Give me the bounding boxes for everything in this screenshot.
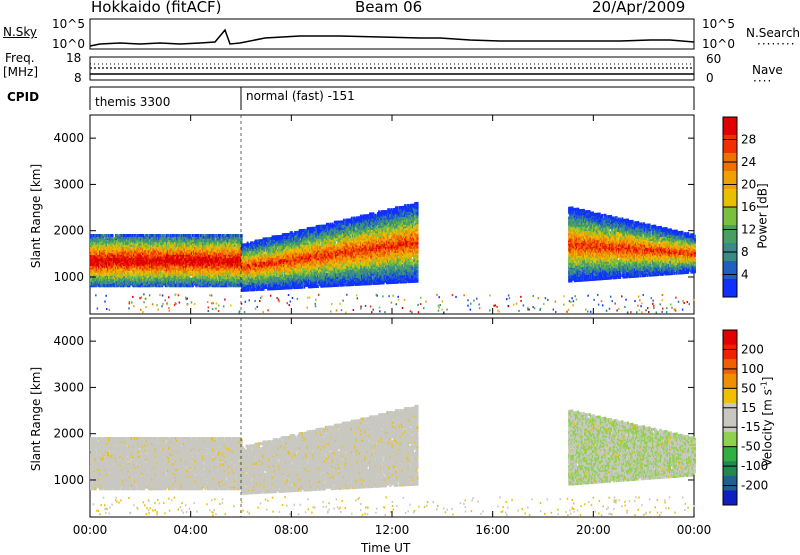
station-title: Hokkaido (fitACF) [91,0,222,15]
y-tick-label: 3000 [53,380,84,394]
colorbar-tick-label: 4 [741,268,749,282]
power-y-axis-label: Slant Range [km] [30,164,42,268]
power-panel: 1000 2000 3000 4000 [53,115,695,314]
x-tick-label: 00:00 [677,523,712,537]
nsky-right-tick-top: 10^5 [702,18,735,30]
colorbar-cell [723,388,737,403]
y-tick-label: 3000 [53,177,84,191]
x-tick-label: 12:00 [375,523,410,537]
x-tick-label: 04:00 [173,523,208,537]
colorbar-cell [723,476,737,491]
colorbar-tick-label: -200 [741,479,768,493]
nsky-trace [90,30,694,46]
velocity-y-axis-label: Slant Range [km] [30,367,42,471]
nsky-tick-bottom: 10^0 [52,38,85,50]
colorbar-tick-label: 12 [741,223,756,237]
colorbar-tick-label: 20 [741,178,756,192]
freq-label: Freq. [5,52,35,64]
colorbar-cell [723,345,737,360]
echo-region [90,437,243,490]
nsky-right-tick-bottom: 10^0 [702,38,735,50]
colorbar-cell [723,279,737,298]
y-tick-label: 4000 [53,334,84,348]
nave-line-icon: ···· [753,75,772,87]
velocity-panel: 1000 2000 3000 4000 00:00 04:00 08:00 12:00 16:0… [53,318,711,537]
cpid-mode-1: themis 3300 [95,96,170,108]
colorbar-tick-label: -50 [741,440,761,454]
colorbar-tick-label: 100 [741,362,764,376]
colorbar-tick-label: 24 [741,155,756,169]
freq-panel [90,57,694,80]
colorbar-cell [723,225,737,244]
colorbar-tick-label: 200 [741,342,764,356]
colorbar-tick-label: 28 [741,133,756,147]
colorbar-cell [723,447,737,462]
freq-unit: [MHz] [3,66,38,78]
colorbar-cell [723,418,737,433]
colorbar-tick-label: 16 [741,200,756,214]
colorbar-tick-label: 8 [741,245,749,259]
y-tick-label: 1000 [53,270,84,284]
colorbar-cell [723,432,737,447]
colorbar-tick-label: 15 [741,401,756,415]
y-tick-label: 2000 [53,224,84,238]
cpid-mode-2: normal (fast) -151 [246,90,355,102]
colorbar-cell [723,359,737,374]
x-tick-label: 00:00 [73,523,108,537]
colorbar-cell [723,117,737,136]
x-tick-label: 08:00 [274,523,309,537]
freq-tick-bottom: 8 [74,72,82,84]
x-tick-label: 20:00 [576,523,611,537]
colorbar-cell [723,330,737,345]
y-tick-label: 4000 [53,131,84,145]
date-label: 20/Apr/2009 [592,0,685,15]
colorbar-cell [723,171,737,190]
freq-tick-top: 18 [66,52,81,64]
colorbar-tick-label: -15 [741,420,761,434]
velocity-colorbar-label: Velocity [m s-1] [761,377,774,467]
y-tick-label: 1000 [53,473,84,487]
power-colorbar-label: Power [dB] [757,183,769,248]
colorbar-cell [723,189,737,208]
cpid-panel [90,87,694,110]
cpid-label: CPID [7,91,39,103]
nsky-label: N.Sky [3,26,37,38]
colorbar-cell [723,374,737,389]
power-colorbar: 4 8 12 16 20 24 28 [723,117,756,298]
nave-tick-top: 60 [706,53,721,65]
colorbar-cell [723,261,737,280]
colorbar-cell [723,403,737,418]
nave-tick-bottom: 0 [706,72,714,84]
echo-region [90,234,243,287]
colorbar-cell [723,461,737,476]
nsearch-line-icon: ········ [757,38,796,50]
nsky-panel [90,19,694,49]
y-tick-label: 2000 [53,427,84,441]
x-axis-label: Time UT [361,542,410,554]
colorbar-tick-label: 50 [741,381,756,395]
beam-label: Beam 06 [355,0,422,15]
x-tick-label: 16:00 [475,523,510,537]
colorbar-cell [723,135,737,154]
colorbar-cell [723,490,737,505]
nsky-tick-top: 10^5 [52,18,85,30]
colorbar-cell [723,207,737,226]
